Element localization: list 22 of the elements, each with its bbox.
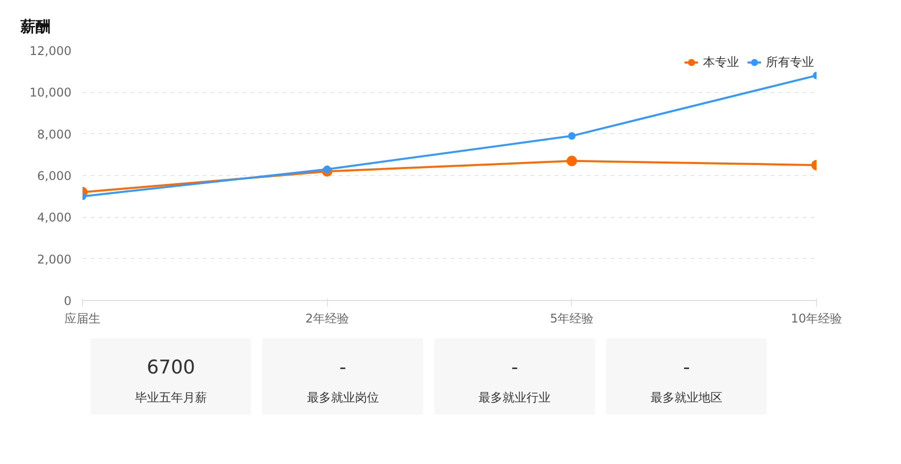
text: 最多就业地区 bbox=[650, 390, 723, 404]
text: 毕业五年月薪 bbox=[134, 390, 207, 404]
text: 6700 bbox=[146, 356, 196, 378]
x-tick-label: 10年经验 bbox=[790, 312, 842, 326]
legend-label: 本专业 bbox=[703, 54, 739, 70]
y-tick-label: 8,000 bbox=[37, 127, 72, 142]
legend-label: 所有专业 bbox=[766, 54, 814, 70]
text: 最多就业行业 bbox=[478, 390, 551, 404]
y-tick-label: 10,000 bbox=[30, 86, 72, 100]
text: 最多就业岗位 bbox=[306, 390, 379, 404]
y-tick-label: 6,000 bbox=[37, 169, 72, 183]
x-tick-label: 2年经验 bbox=[305, 312, 349, 326]
text: - bbox=[511, 356, 518, 378]
y-tick-label: 12,000 bbox=[30, 44, 72, 58]
text: - bbox=[683, 356, 690, 378]
x-tick-label: 应届生 bbox=[64, 312, 100, 326]
chart-title: 薪酬 bbox=[20, 18, 50, 36]
text: - bbox=[339, 356, 346, 378]
y-tick-label: 4,000 bbox=[37, 210, 72, 225]
x-tick-label: 5年经验 bbox=[550, 312, 594, 326]
y-tick-label: 0 bbox=[64, 294, 72, 308]
y-tick-label: 2,000 bbox=[37, 252, 72, 266]
